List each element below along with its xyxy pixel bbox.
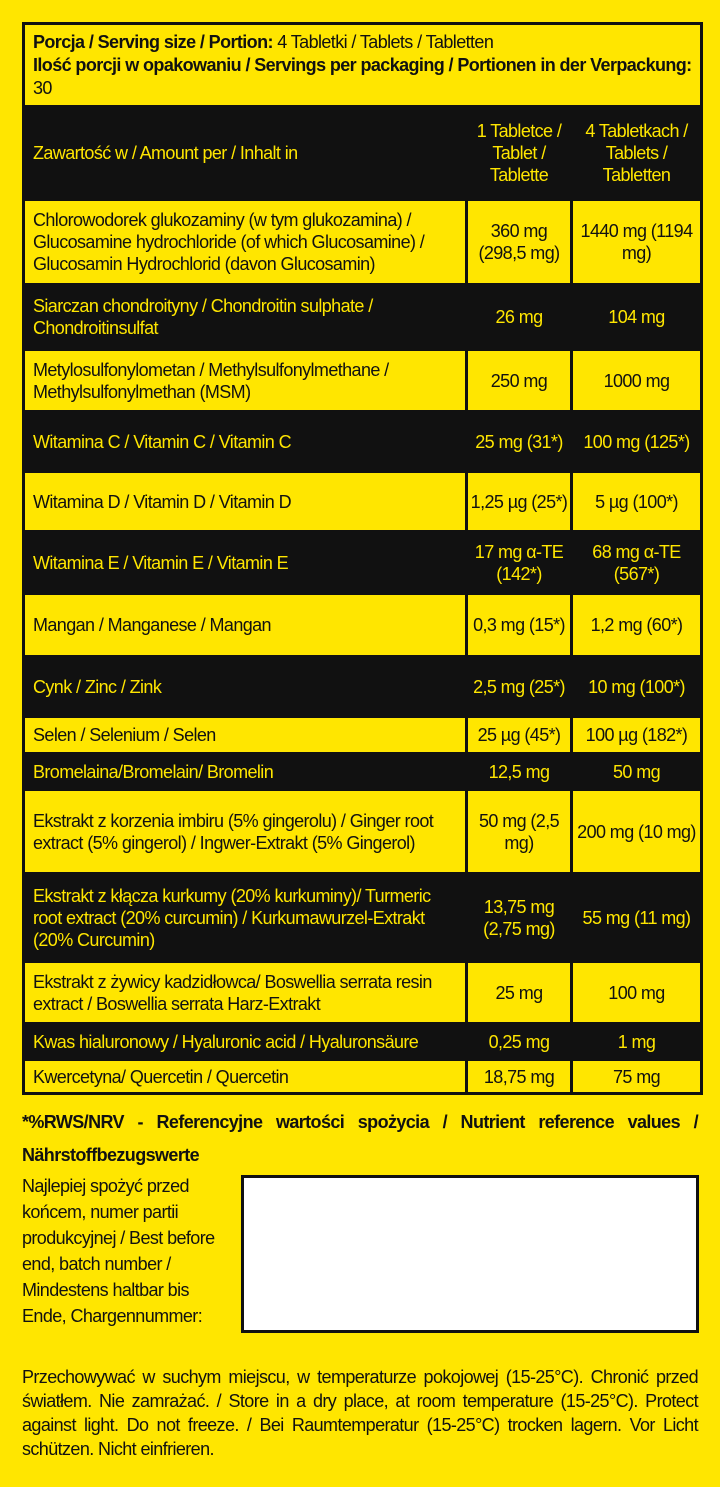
nutrient-name: Mangan / Manganese / Mangan [22, 592, 468, 658]
amount-per-serving: 100 mg (125*) [569, 410, 704, 473]
nutrient-name: Witamina D / Vitamin D / Vitamin D [22, 470, 468, 533]
column-header-per1: 1 Tabletce / Tablet / Tablette [465, 105, 573, 201]
nutrient-name: Siarczan chondroityny / Chondroitin sulp… [22, 283, 468, 351]
column-header-name: Zawartość w / Amount per / Inhalt in [22, 105, 468, 201]
amount-per-tablet: 17 mg α-TE (142*) [465, 530, 573, 595]
amount-per-tablet: 26 mg [465, 283, 573, 351]
nrv-note: *%RWS/NRV - Referencyjne wartości spożyc… [22, 1112, 699, 1165]
nutrient-name: Witamina E / Vitamin E / Vitamin E [22, 530, 468, 595]
nutrient-name: Ekstrakt z kłącza kurkumy (20% kurkuminy… [22, 872, 468, 963]
amount-per-serving: 1440 mg (1194 mg) [569, 198, 704, 286]
serving-size-value: 4 Tabletki / Tablets / Tabletten [277, 31, 494, 52]
nutrient-name: Kwercetyna/ Quercetin / Quercetin [22, 1058, 468, 1095]
amount-per-tablet: 1,25 µg (25*) [465, 470, 573, 533]
nutrient-row: Ekstrakt z żywicy kadzidłowca/ Boswellia… [22, 960, 704, 1025]
nutrient-row: Ekstrakt z korzenia imbiru (5% gingerolu… [22, 788, 704, 875]
amount-per-tablet: 0,25 mg [465, 1022, 573, 1061]
amount-per-serving: 75 mg [569, 1058, 704, 1095]
amount-per-serving: 100 µg (182*) [569, 715, 704, 755]
amount-per-serving: 1,2 mg (60*) [569, 592, 704, 658]
amount-per-tablet: 12,5 mg [465, 752, 573, 791]
nutrient-name: Kwas hialuronowy / Hyaluronic acid / Hya… [22, 1022, 468, 1061]
nutrient-row: Mangan / Manganese / Mangan 0,3 mg (15*) 1… [22, 592, 704, 658]
nutrient-row: Witamina E / Vitamin E / Vitamin E 17 mg … [22, 530, 704, 595]
amount-per-serving: 5 µg (100*) [569, 470, 704, 533]
column-header-per4: 4 Tabletkach / Tablets / Tabletten [569, 105, 704, 201]
amount-per-tablet: 360 mg (298,5 mg) [465, 198, 573, 286]
serving-info-row: Porcja / Serving size / Portion: 4 Table… [21, 22, 704, 108]
amount-per-serving: 10 mg (100*) [569, 655, 704, 718]
nutrient-row: Ekstrakt z kłącza kurkumy (20% kurkuminy… [22, 872, 704, 963]
nutrient-row: Kwercetyna/ Quercetin / Quercetin 18,75 m… [22, 1058, 704, 1095]
nutrient-name: Witamina C / Vitamin C / Vitamin C [22, 410, 468, 473]
nutrient-name: Ekstrakt z żywicy kadzidłowca/ Boswellia… [22, 960, 468, 1025]
nutrient-row: Kwas hialuronowy / Hyaluronic acid / Hya… [22, 1022, 704, 1061]
nutrient-name: Bromelaina/Bromelain/ Bromelin [22, 752, 468, 791]
amount-per-tablet: 0,3 mg (15*) [465, 592, 573, 658]
nutrient-row: Siarczan chondroityny / Chondroitin sulp… [22, 283, 704, 351]
column-header-row: Zawartość w / Amount per / Inhalt in 1 T… [22, 105, 704, 201]
amount-per-serving: 68 mg α-TE (567*) [569, 530, 704, 595]
serving-info: Porcja / Serving size / Portion: 4 Table… [21, 22, 704, 108]
amount-per-tablet: 18,75 mg [465, 1058, 573, 1095]
amount-per-tablet: 13,75 mg (2,75 mg) [465, 872, 573, 963]
amount-per-tablet: 25 mg (31*) [465, 410, 573, 473]
amount-per-tablet: 50 mg (2,5 mg) [465, 788, 573, 875]
nutrient-row: Witamina C / Vitamin C / Vitamin C 25 mg … [22, 410, 704, 473]
nutrition-table-container: Porcja / Serving size / Portion: 4 Table… [21, 22, 704, 1095]
nutrient-name: Ekstrakt z korzenia imbiru (5% gingerolu… [22, 788, 468, 875]
nutrient-row: Witamina D / Vitamin D / Vitamin D 1,25 µ… [22, 470, 704, 533]
nutrient-row: Chlorowodorek glukozaminy (w tym glukoza… [22, 198, 704, 286]
amount-per-serving: 55 mg (11 mg) [569, 872, 704, 963]
servings-per-pack-label: Ilość porcji w opakowaniu / Servings per… [33, 54, 692, 75]
best-before-label: Najlepiej spożyć przed końcem, numer par… [22, 1176, 215, 1326]
nutrition-table: Porcja / Serving size / Portion: 4 Table… [21, 22, 704, 1095]
batch-number-box [241, 1175, 699, 1333]
nutrient-row: Metylosulfonylometan / Methylsulfonylmet… [22, 348, 704, 413]
amount-per-serving: 1 mg [569, 1022, 704, 1061]
nutrient-row: Cynk / Zinc / Zink 2,5 mg (25*) 10 mg (100… [22, 655, 704, 718]
serving-size-label: Porcja / Serving size / Portion: [33, 31, 273, 52]
amount-per-serving: 200 mg (10 mg) [569, 788, 704, 875]
amount-per-serving: 50 mg [569, 752, 704, 791]
amount-per-serving: 1000 mg [569, 348, 704, 413]
amount-per-tablet: 2,5 mg (25*) [465, 655, 573, 718]
nutrient-name: Chlorowodorek glukozaminy (w tym glukoza… [22, 198, 468, 286]
amount-per-tablet: 250 mg [465, 348, 573, 413]
nutrient-name: Selen / Selenium / Selen [22, 715, 468, 755]
nutrient-name: Cynk / Zinc / Zink [22, 655, 468, 718]
servings-per-pack-value: 30 [33, 77, 52, 98]
nutrient-row: Selen / Selenium / Selen 25 µg (45*) 100 µ… [22, 715, 704, 755]
amount-per-serving: 104 mg [569, 283, 704, 351]
nutrient-name: Metylosulfonylometan / Methylsulfonylmet… [22, 348, 468, 413]
amount-per-tablet: 25 µg (45*) [465, 715, 573, 755]
storage-instructions: Przechowywać w suchym miejscu, w tempera… [22, 1367, 699, 1459]
nutrient-row: Bromelaina/Bromelain/ Bromelin 12,5 mg 50 … [22, 752, 704, 791]
amount-per-tablet: 25 mg [465, 960, 573, 1025]
amount-per-serving: 100 mg [569, 960, 704, 1025]
